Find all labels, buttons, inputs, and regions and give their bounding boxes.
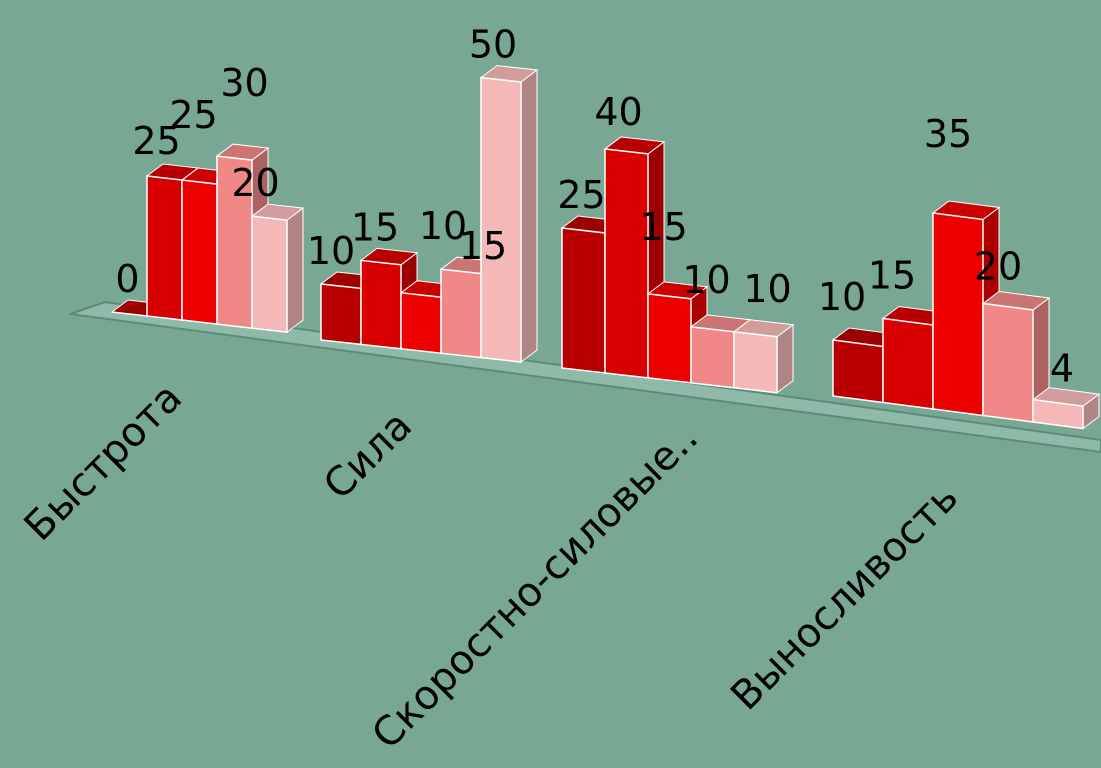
data-label: 30 (220, 61, 268, 105)
data-label: 25 (169, 93, 217, 137)
data-label: 10 (419, 204, 467, 248)
data-label: 15 (868, 254, 916, 298)
category-label: Выносливость (722, 475, 967, 720)
category-label: Скоростно-силовые.. (363, 415, 707, 759)
bar-front (400, 291, 442, 355)
data-label: 15 (639, 205, 687, 249)
bar-front (932, 212, 984, 417)
bar-front (1032, 398, 1084, 430)
bar-front (146, 175, 183, 321)
bar-front (561, 227, 606, 374)
data-label: 10 (682, 258, 730, 302)
data-label: 25 (132, 119, 180, 163)
data-label: 25 (557, 173, 605, 217)
bar-front (882, 317, 934, 410)
chart-bars (110, 65, 1101, 430)
bar (215, 143, 270, 330)
bar (250, 203, 305, 334)
data-label: 15 (459, 224, 507, 268)
bar-front (320, 283, 362, 346)
data-label: 35 (924, 112, 972, 156)
bar-front (360, 259, 402, 350)
data-label: 15 (351, 205, 399, 249)
bar-front (733, 330, 778, 394)
bar-front (647, 293, 692, 384)
bar-front (251, 215, 288, 333)
data-label: 4 (1050, 347, 1074, 391)
bar-front (604, 148, 649, 379)
bar-side (286, 207, 304, 334)
category-label: Сила (315, 403, 421, 509)
data-label: 0 (115, 257, 139, 301)
bar-front (982, 302, 1034, 423)
bar-front (440, 268, 482, 359)
bar (981, 290, 1051, 423)
data-label: 50 (469, 23, 517, 67)
bar (732, 319, 795, 394)
category-label: Быстрота (16, 375, 191, 550)
data-label: 10 (818, 275, 866, 319)
bar-front (480, 76, 522, 363)
data-label: 20 (231, 161, 279, 205)
bar (479, 65, 539, 363)
data-label: 40 (594, 90, 642, 134)
bar-front (216, 155, 253, 329)
bar-front (690, 325, 735, 389)
bar-side (520, 69, 538, 363)
data-label: 10 (743, 267, 791, 311)
bar-front (181, 179, 218, 325)
data-label: 10 (307, 229, 355, 273)
bar (1031, 387, 1101, 430)
bar-front (832, 339, 884, 404)
data-label: 20 (974, 245, 1022, 289)
